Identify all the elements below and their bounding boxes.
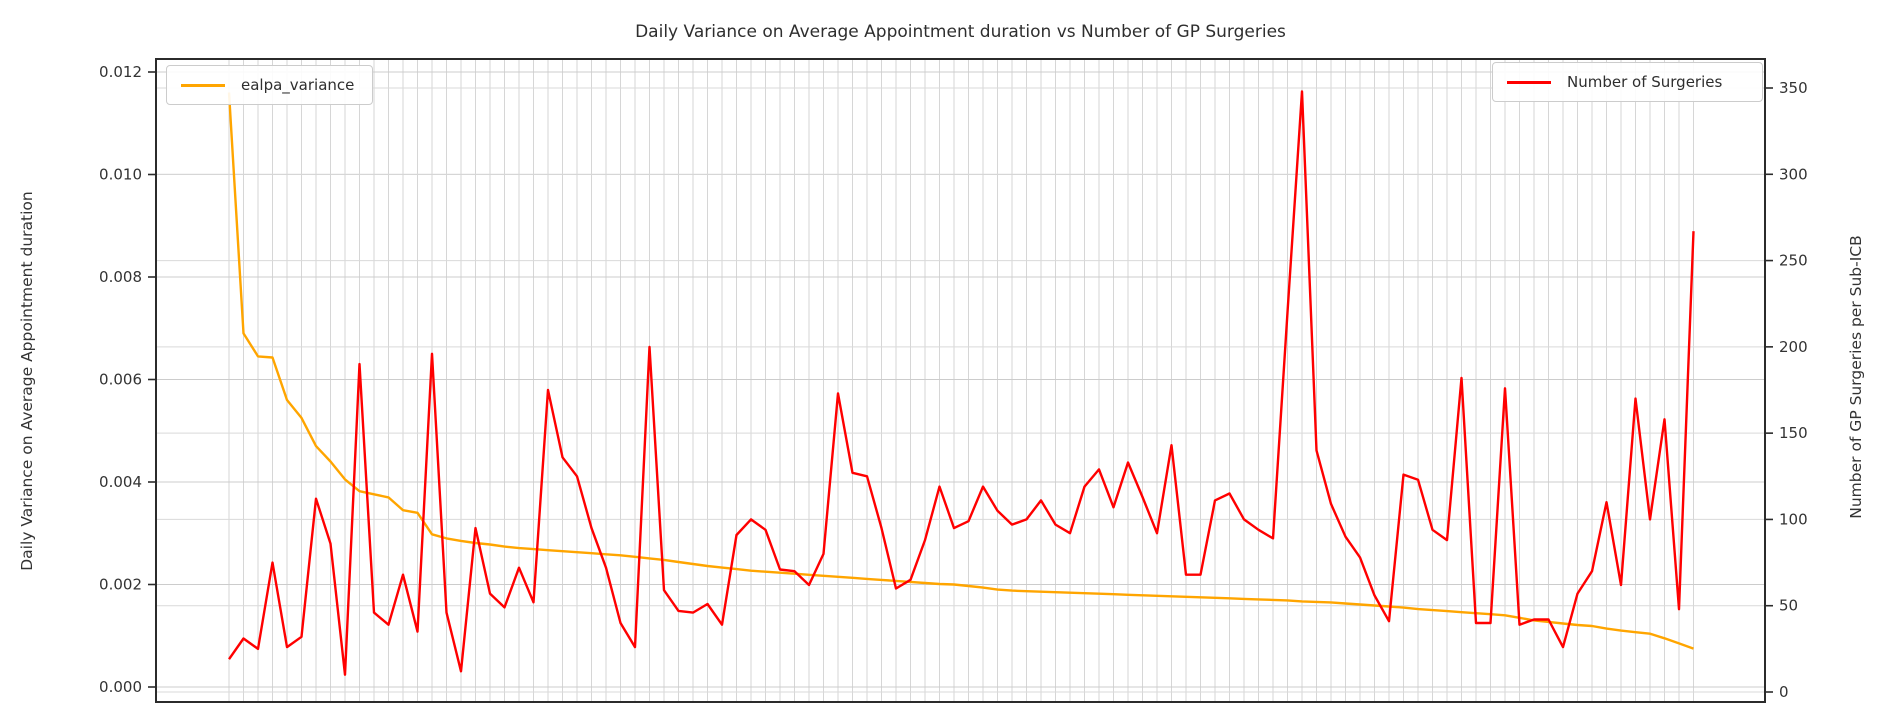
left-tick-label: 0.000	[99, 678, 142, 696]
left-tick-label: 0.010	[99, 166, 142, 184]
legend-ealpa-variance: ealpa_variance	[166, 65, 373, 105]
plot-border	[155, 58, 1766, 703]
legend-line-swatch-orange	[181, 83, 225, 87]
left-tick-label: 0.004	[99, 473, 142, 491]
right-tick-label: 200	[1779, 338, 1808, 356]
chart-title: Daily Variance on Average Appointment du…	[635, 22, 1286, 42]
right-tick-label: 0	[1779, 683, 1789, 701]
series-line-ealpa-variance	[227, 92, 1694, 650]
right-tick-label: 350	[1779, 79, 1808, 97]
right-tick-label: 50	[1779, 597, 1798, 615]
legend-number-of-surgeries: Number of Surgeries	[1492, 62, 1763, 102]
left-tick-label: 0.012	[99, 63, 142, 81]
series-line-number-of-surgeries	[228, 90, 1695, 676]
left-tick-label: 0.002	[99, 576, 142, 594]
right-tick-label: 100	[1779, 510, 1808, 528]
legend-label: ealpa_variance	[241, 76, 355, 94]
legend-label: Number of Surgeries	[1567, 73, 1723, 91]
right-tick-label: 150	[1779, 424, 1808, 442]
legend-line-swatch-red	[1507, 80, 1551, 84]
left-tick-label: 0.006	[99, 371, 142, 389]
left-tick-label: 0.008	[99, 268, 142, 286]
right-tick-label: 250	[1779, 252, 1808, 270]
right-tick-label: 300	[1779, 165, 1808, 183]
